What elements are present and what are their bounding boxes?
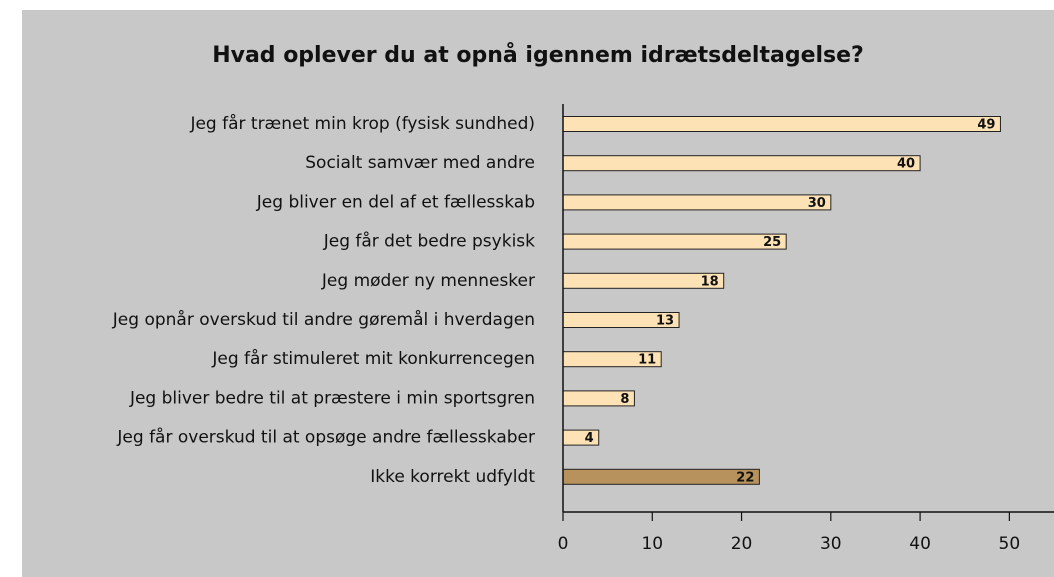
x-tick-label: 50 — [999, 534, 1021, 554]
category-label: Jeg opnår overskud til andre gøremål i h… — [112, 309, 535, 330]
value-label: 30 — [808, 196, 826, 211]
value-label: 8 — [620, 392, 629, 407]
category-label: Jeg får stimuleret mit konkurrencegen — [211, 348, 535, 369]
x-tick-label: 20 — [731, 534, 753, 554]
value-label: 13 — [656, 314, 674, 329]
category-label: Jeg får det bedre psykisk — [323, 231, 535, 252]
category-label: Jeg får trænet min krop (fysisk sundhed) — [189, 113, 535, 134]
category-label: Ikke korrekt udfyldt — [370, 467, 535, 487]
category-label: Jeg bliver bedre til at præstere i min s… — [129, 388, 535, 408]
category-label: Jeg bliver en del af et fællesskab — [256, 192, 535, 212]
value-label: 25 — [763, 235, 781, 250]
category-label: Socialt samvær med andre — [305, 153, 535, 173]
category-label: Jeg får overskud til at opsøge andre fæl… — [116, 427, 535, 448]
category-label: Jeg møder ny mennesker — [321, 271, 535, 291]
bar — [562, 116, 1001, 132]
x-tick-label: 0 — [558, 534, 569, 554]
value-label: 4 — [585, 431, 594, 446]
x-tick-label: 10 — [641, 534, 663, 554]
bar — [562, 194, 832, 211]
bar — [562, 468, 760, 485]
chart-title: Hvad oplever du at opnå igennem idrætsde… — [212, 42, 864, 68]
bar — [562, 233, 787, 250]
x-tick-label: 30 — [820, 534, 842, 554]
panel — [22, 10, 1054, 577]
value-label: 11 — [638, 353, 656, 368]
value-label: 22 — [736, 470, 754, 485]
value-label: 18 — [701, 274, 719, 289]
bar — [562, 272, 725, 289]
value-label: 40 — [897, 157, 915, 172]
bar — [562, 155, 921, 172]
value-label: 49 — [977, 118, 995, 133]
x-tick-label: 40 — [909, 534, 931, 554]
